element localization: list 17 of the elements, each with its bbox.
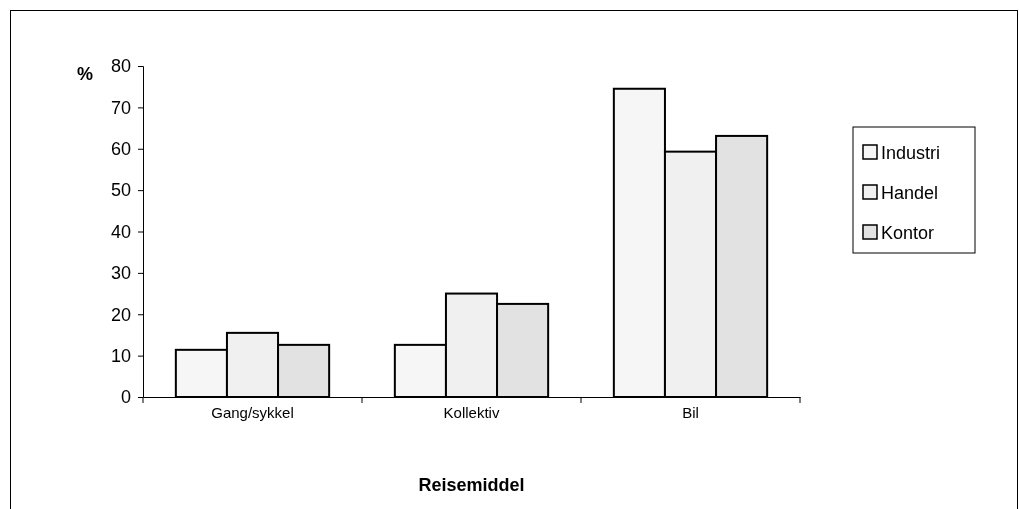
legend-label: Kontor (881, 223, 935, 243)
x-axis-title: Reisemiddel (418, 475, 525, 495)
y-tick-label: 30 (110, 263, 131, 284)
x-tick-label: Gang/sykkel (211, 404, 294, 421)
y-tick-label: 40 (110, 221, 131, 242)
legend-label: Handel (881, 183, 939, 203)
y-tick-label: 80 (110, 56, 131, 77)
y-tick-label: 70 (110, 97, 131, 118)
x-tick-label: Kollektiv (443, 404, 500, 421)
y-tick-label: 60 (110, 139, 131, 160)
y-tick-label: 0 (120, 387, 131, 408)
y-axis-title: % (76, 64, 94, 84)
x-tick-label: Bil (682, 404, 699, 421)
y-tick-label: 10 (110, 345, 131, 366)
y-tick-label: 50 (110, 180, 131, 201)
legend-label: Industri (881, 143, 941, 163)
y-tick-label: 20 (110, 304, 131, 325)
